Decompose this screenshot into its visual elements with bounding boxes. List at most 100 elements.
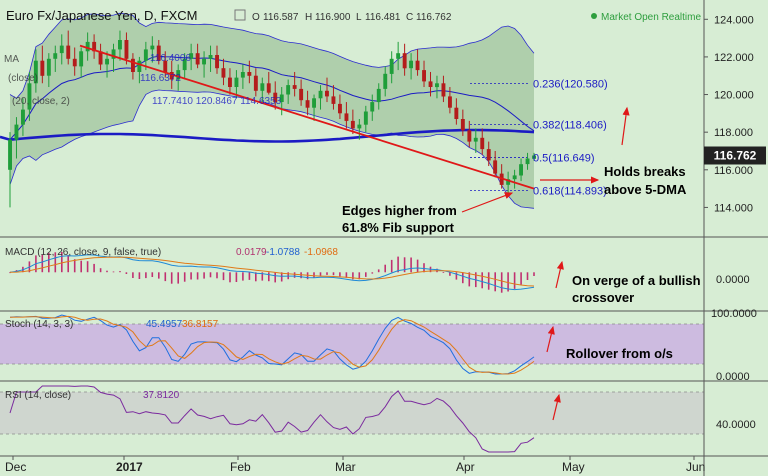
candle-body	[396, 53, 401, 59]
fib-382-label: 0.382(118.406)	[533, 120, 607, 132]
macd-bar	[481, 272, 483, 289]
macd-bar	[67, 255, 69, 273]
candle-body	[312, 98, 316, 108]
macd-bar	[416, 259, 419, 273]
price-axis[interactable]: 124.000 122.000 120.000 118.000 116.000 114.0…	[704, 14, 754, 214]
macd-bar	[332, 272, 335, 276]
x-tick-label: Mar	[335, 460, 356, 474]
settings-toggle-icon[interactable]	[234, 9, 246, 21]
macd-bar	[365, 272, 367, 277]
candle-body	[240, 72, 245, 78]
macd-bar	[300, 272, 302, 279]
candle-body	[415, 60, 420, 71]
macd-bar	[410, 257, 412, 273]
annotation-fib-support: 61.8% Fib support	[342, 220, 455, 235]
candle-body	[118, 40, 122, 50]
candle-body	[286, 85, 291, 95]
macd-bar	[261, 272, 264, 281]
macd-label[interactable]: MACD (12, 26, close, 9, false, true)	[5, 247, 161, 258]
candle-body	[486, 149, 491, 161]
bb-label[interactable]: (20, close, 2)	[12, 96, 70, 107]
macd-bar	[158, 272, 160, 279]
rsi-band	[0, 392, 704, 434]
candle-body	[441, 83, 446, 97]
rsi-label[interactable]: RSI (14, close)	[5, 390, 71, 401]
candle-body	[331, 96, 336, 104]
y-tick-label: 124.000	[714, 14, 754, 26]
macd-bar	[61, 252, 63, 273]
macd-bar	[86, 261, 89, 273]
x-tick-label: 2017	[116, 460, 143, 474]
candle-body	[72, 58, 77, 67]
candle-body	[40, 60, 45, 76]
candle-body	[79, 51, 84, 67]
candle-body	[279, 94, 284, 102]
candle-body	[215, 55, 219, 69]
candle-body	[85, 41, 90, 52]
macd-bar	[520, 272, 522, 285]
macd-bar	[358, 272, 361, 280]
candle-body	[150, 45, 155, 50]
candle-body	[460, 119, 465, 131]
macd-bar	[170, 272, 173, 284]
macd-bar	[468, 272, 471, 287]
candle-body	[253, 75, 258, 91]
macd-histogram	[9, 252, 535, 293]
macd-bar	[145, 272, 147, 279]
arrow-rsi	[552, 393, 561, 421]
macd-bar	[442, 272, 445, 273]
time-axis[interactable]: Dec 2017 Feb Mar Apr May Jun	[5, 456, 705, 474]
arrow-fib-support	[461, 192, 514, 213]
annotation-macd-bullish: On verge of a bullish	[572, 273, 701, 288]
macd-bar	[138, 272, 141, 279]
candle-body	[98, 51, 103, 65]
symbol-title[interactable]: Euro Fx/Japanese Yen, D, FXCM	[6, 8, 197, 23]
current-price-tag: 116.762	[704, 146, 766, 165]
macd-bar	[280, 272, 283, 282]
candle-body	[8, 139, 12, 170]
candle-body	[260, 83, 265, 91]
macd-bar	[390, 259, 393, 273]
candle-body	[202, 58, 206, 65]
candle-body	[163, 60, 168, 72]
macd-bar	[41, 254, 44, 273]
candle-body	[273, 92, 278, 103]
macd-signal-line	[9, 256, 535, 287]
y-tick-label: 114.000	[714, 202, 753, 214]
candle-body	[519, 164, 523, 176]
candle-body	[143, 49, 148, 61]
macd-bar	[345, 272, 348, 278]
macd-bar	[93, 263, 95, 273]
ohlc-close-label: C	[406, 12, 413, 23]
candle-body	[506, 179, 511, 185]
bollinger-upper-line	[9, 12, 535, 99]
candle-body	[480, 137, 485, 150]
ma-close-label[interactable]: (close)	[8, 73, 38, 84]
candle-body	[370, 102, 375, 112]
candle-body	[221, 68, 226, 78]
candle-body	[525, 158, 530, 165]
candle-body	[454, 107, 459, 119]
candle-body	[299, 88, 304, 101]
candle-body	[66, 45, 71, 59]
macd-bar	[494, 272, 496, 292]
y-tick-label: 116.000	[714, 165, 753, 177]
current-price-value: 116.762	[714, 149, 757, 163]
candle-body	[363, 111, 368, 125]
stoch-label[interactable]: Stoch (14, 3, 3)	[5, 319, 73, 330]
candle-body	[532, 155, 536, 159]
rsi-axis-label: 40.0000	[716, 419, 756, 431]
candle-body	[53, 53, 58, 59]
macd-bar	[487, 272, 490, 290]
macd-bar	[54, 252, 57, 273]
ma-label[interactable]: MA	[4, 54, 19, 65]
candle-body	[428, 81, 433, 87]
annotation-stoch-rollover: Rollover from o/s	[566, 346, 673, 361]
macd-bar	[106, 270, 108, 273]
y-tick-label: 120.000	[714, 90, 754, 102]
candle-body	[467, 130, 472, 142]
annotation-above-5dma: above 5-DMA	[604, 182, 687, 197]
fib-236-label: 0.236(120.580)	[533, 79, 608, 91]
macd-bar	[326, 272, 328, 275]
